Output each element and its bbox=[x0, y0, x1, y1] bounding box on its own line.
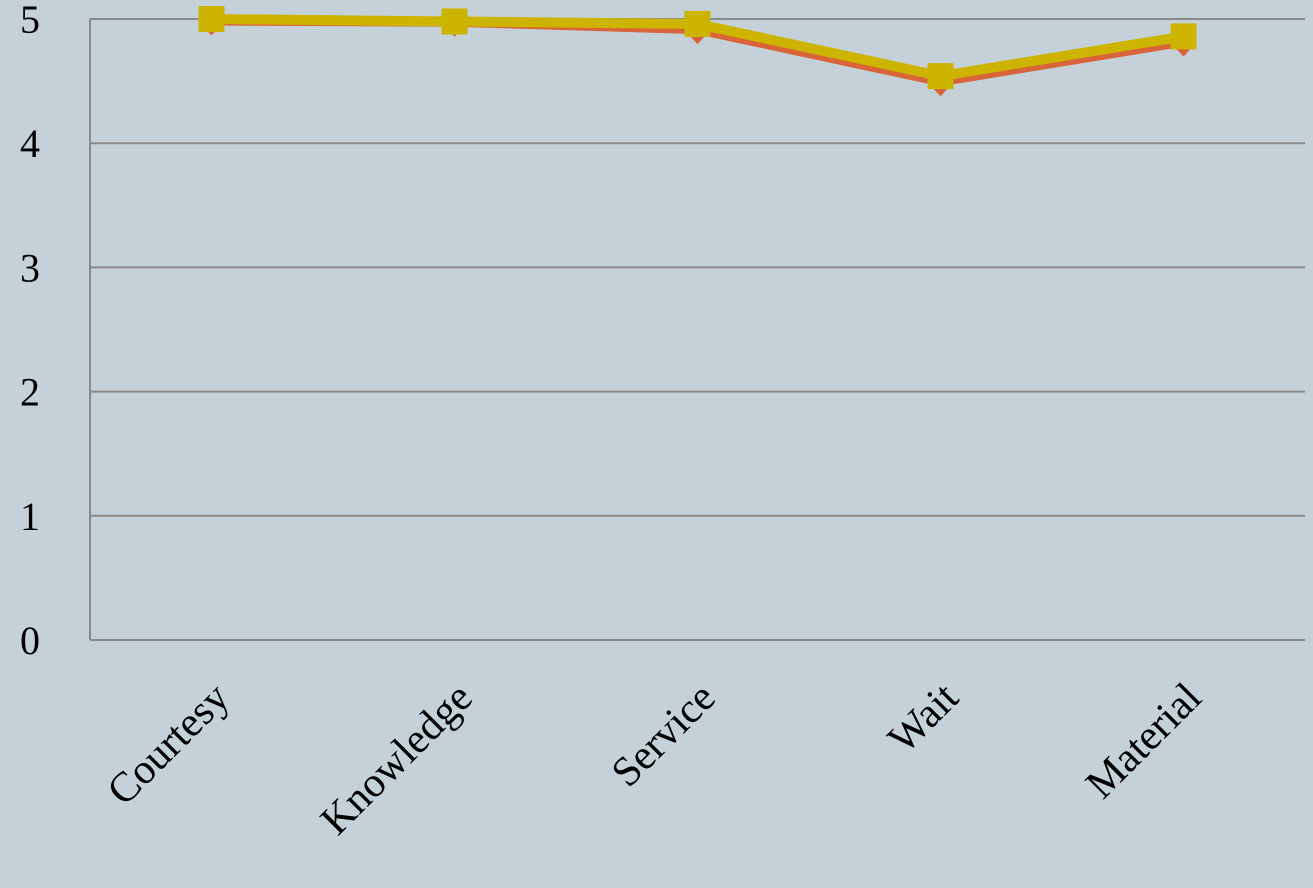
marker bbox=[441, 8, 468, 35]
marker bbox=[927, 63, 954, 90]
y-tick-label: 2 bbox=[20, 370, 40, 415]
y-tick-label: 5 bbox=[20, 0, 40, 42]
y-tick-label: 4 bbox=[20, 121, 40, 166]
marker bbox=[1170, 23, 1197, 50]
y-tick-label: 3 bbox=[20, 245, 40, 290]
marker bbox=[684, 10, 711, 37]
marker bbox=[198, 6, 225, 32]
y-tick-label: 1 bbox=[20, 494, 40, 539]
y-tick-label: 0 bbox=[20, 618, 40, 663]
